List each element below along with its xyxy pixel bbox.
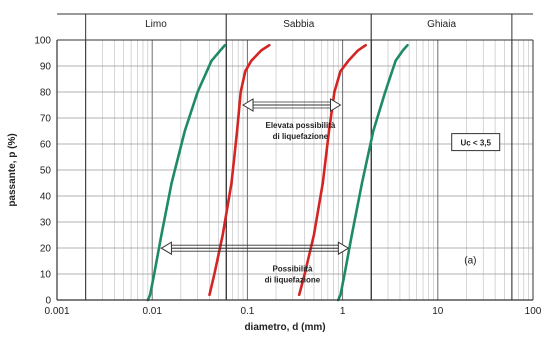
y-tick-label: 20: [40, 244, 52, 255]
x-tick-label: 0.001: [44, 306, 69, 317]
y-axis-title: passante, p (%): [7, 133, 18, 206]
y-tick-label: 80: [40, 88, 52, 99]
x-tick-label: 1: [340, 306, 346, 317]
y-tick-label: 50: [40, 166, 52, 177]
y-tick-label: 0: [45, 296, 51, 307]
soil-band-ghiaia: [370, 13, 513, 41]
soil-band-label: Limo: [145, 19, 167, 30]
x-tick-label: 10: [432, 306, 444, 317]
grid: [56, 39, 534, 301]
soil-band-label: Sabbia: [283, 19, 315, 30]
annotation-elevata-line1: Elevata possibilità: [266, 121, 336, 130]
arrow-possibilita: [160, 241, 350, 256]
soil-class-bands: Limo Sabbia Ghiaia: [57, 13, 533, 300]
panel-label: (a): [464, 256, 476, 267]
arrow-head-left: [160, 241, 172, 256]
arrow-head-left: [242, 98, 254, 112]
axes: 0 10 20 30 40 50 60 70 80 90 100 0.001 0.01 0.1 1 10 100…: [7, 36, 542, 334]
annotation-elevata-line2: di liquefazione: [273, 132, 329, 141]
y-tick-label: 70: [40, 114, 52, 125]
grading-curves: [146, 43, 409, 302]
y-tick-label: 100: [34, 36, 51, 47]
annotation-possibilita-line2: di liquefazione: [265, 275, 321, 284]
grading-curve-elevata-upper: [297, 43, 368, 297]
arrow-head-right: [329, 98, 342, 112]
grading-curve-elevata-lower: [208, 43, 271, 297]
x-tick-label: 100: [525, 306, 542, 317]
x-axis-title: diametro, d (mm): [244, 322, 325, 333]
y-tick-label: 90: [40, 62, 52, 73]
grading-curve-possibili-upper: [336, 43, 409, 302]
x-tick-label: 0.01: [142, 306, 162, 317]
y-tick-label: 30: [40, 218, 52, 229]
grading-curve-possibili-lower: [146, 43, 227, 302]
soil-band-label: Ghiaia: [427, 19, 456, 30]
arrow-head-right: [337, 241, 350, 256]
annotation-possibilita-line1: Possibilità: [272, 264, 313, 273]
y-tick-label: 10: [40, 270, 52, 281]
annotations: Elevata possibilità di liquefazione Possib…: [160, 98, 501, 284]
annotation-uc: Uc < 3,5: [460, 139, 491, 148]
y-tick-label: 40: [40, 192, 52, 203]
arrow-elevata: [242, 98, 342, 112]
y-tick-label: 60: [40, 140, 52, 151]
x-tick-label: 0.1: [240, 306, 254, 317]
uc-box: [451, 133, 501, 152]
